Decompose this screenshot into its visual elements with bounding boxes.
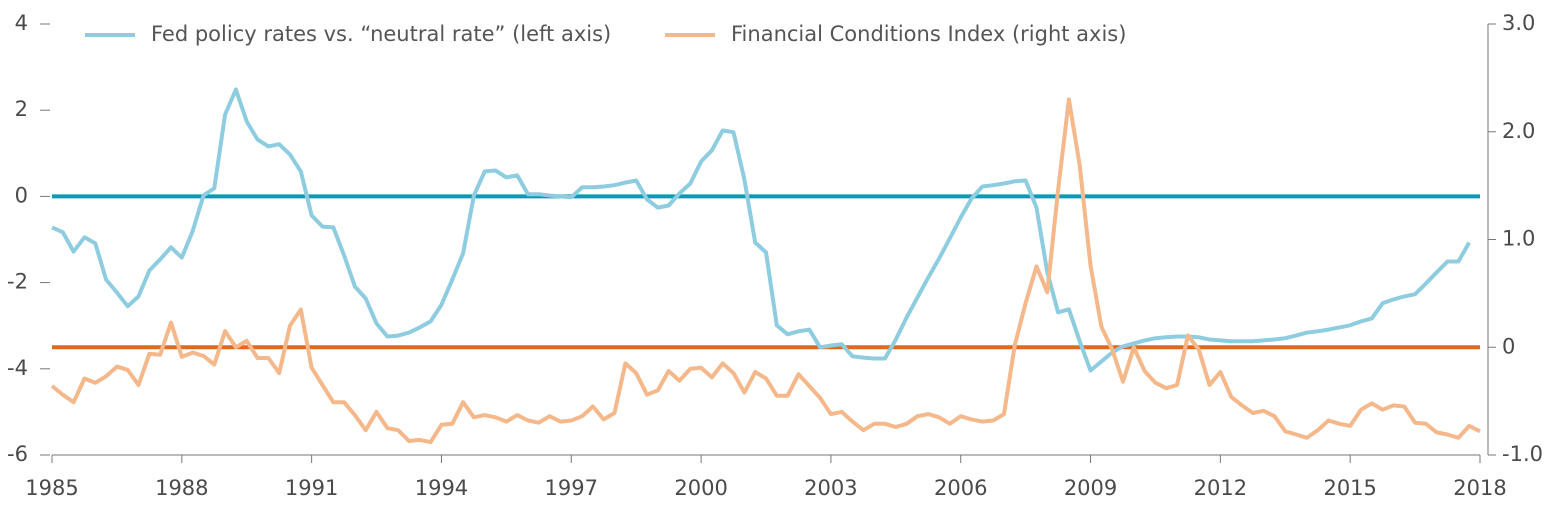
x-tick-label: 2006 [934, 476, 987, 500]
x-tick-label: 2009 [1064, 476, 1117, 500]
legend-label: Fed policy rates vs. “neutral rate” (lef… [151, 22, 611, 46]
y-tick-label: -4 [7, 356, 28, 380]
x-tick-label: 2000 [674, 476, 727, 500]
x-tick-label: 1994 [415, 476, 468, 500]
y-tick-label: 2 [15, 97, 28, 121]
series-line [50, 97, 1481, 445]
y2-tick-label: -1.0 [1502, 442, 1543, 466]
x-tick-label: 1991 [285, 476, 338, 500]
y2-tick-label: 2.0 [1502, 119, 1535, 143]
x-tick-label: 1988 [155, 476, 208, 500]
x-tick-label: 2003 [804, 476, 857, 500]
x-tick-label: 1985 [25, 476, 78, 500]
x-tick-label: 2018 [1453, 476, 1506, 500]
y-tick-label: 4 [15, 11, 28, 35]
x-tick-label: 2015 [1323, 476, 1376, 500]
legend-label: Financial Conditions Index (right axis) [731, 22, 1126, 46]
x-tick-label: 1997 [545, 476, 598, 500]
y2-tick-label: 0 [1502, 334, 1515, 358]
y2-tick-label: 1.0 [1502, 227, 1535, 251]
y-tick-label: -6 [7, 442, 28, 466]
y2-tick-label: 3.0 [1502, 11, 1535, 35]
y-tick-label: -2 [7, 270, 28, 294]
series-line [51, 87, 1471, 373]
x-tick-label: 2012 [1194, 476, 1247, 500]
y-tick-label: 0 [15, 183, 28, 207]
